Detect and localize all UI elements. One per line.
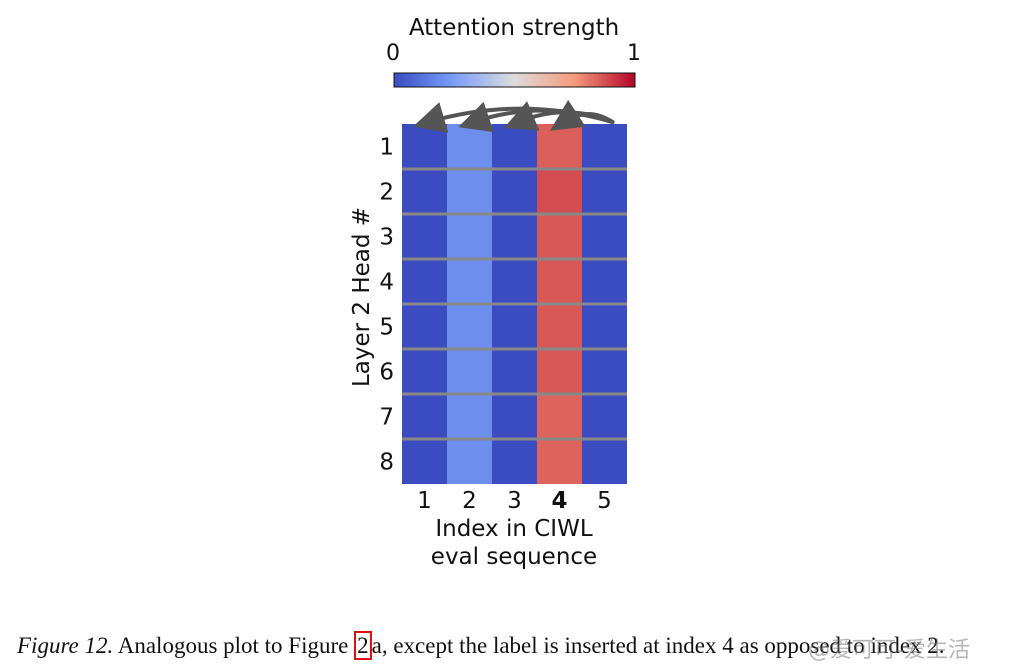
y-tick-label-7: 7: [379, 405, 394, 431]
heatmap-cell-r4-c1: [402, 259, 447, 304]
heatmap-cell-r7-c2: [447, 394, 492, 439]
heatmap-cell-r8-c4: [537, 439, 582, 484]
y-tick-labels: 1 2 3 4 5 6 7 8: [379, 135, 394, 476]
heatmap-cell-r8-c1: [402, 439, 447, 484]
heatmap-cell-r1-c1: [402, 124, 447, 169]
x-axis-label-line2: eval sequence: [431, 544, 597, 570]
attention-arrows: [413, 99, 615, 133]
x-axis-label-line1: Index in CIWL: [435, 516, 592, 542]
x-tick-labels: 1 2 3 4 5: [417, 488, 612, 514]
caption-figure-link[interactable]: 2: [354, 631, 372, 660]
x-tick-label-4: 4: [551, 488, 567, 514]
heatmap-cell-r6-c3: [492, 349, 537, 394]
colorbar: [393, 72, 636, 88]
heatmap-cell-r7-c4: [537, 394, 582, 439]
caption-text-after: a, except the label is inserted at index…: [371, 633, 945, 658]
heatmap-cell-r1-c5: [582, 124, 627, 169]
heatmap-cell-r6-c5: [582, 349, 627, 394]
heatmap-cell-r3-c2: [447, 214, 492, 259]
attention-arrow-to-4: [550, 99, 615, 131]
heatmap-cell-r4-c5: [582, 259, 627, 304]
y-tick-label-2: 2: [379, 180, 394, 206]
heatmap-cell-r4-c3: [492, 259, 537, 304]
heatmap-cell-r3-c4: [537, 214, 582, 259]
heatmap-cell-r6-c1: [402, 349, 447, 394]
caption-figure-label: Figure 12.: [17, 633, 114, 658]
y-tick-label-6: 6: [379, 360, 394, 386]
heatmap-cell-r1-c2: [447, 124, 492, 169]
row-dividers: [402, 167, 627, 441]
heatmap-cell-r6-c2: [447, 349, 492, 394]
heatmap-cell-r2-c5: [582, 169, 627, 214]
y-axis-label: Layer 2 Head #: [349, 207, 375, 387]
heatmap-cell-r5-c4: [537, 304, 582, 349]
heatmap-cells: [402, 124, 627, 484]
y-tick-label-8: 8: [379, 450, 394, 476]
watermark: @爱可可-爱生活: [808, 638, 970, 663]
caption-text-before: Analogous plot to Figure: [113, 633, 355, 658]
heatmap-cell-r5-c5: [582, 304, 627, 349]
heatmap-cell-r3-c3: [492, 214, 537, 259]
y-tick-label-1: 1: [379, 135, 394, 161]
heatmap-cell-r2-c2: [447, 169, 492, 214]
x-tick-label-2: 2: [462, 488, 477, 514]
colorbar-title: Attention strength: [409, 15, 619, 41]
y-tick-label-5: 5: [379, 315, 394, 341]
heatmap-cell-r3-c1: [402, 214, 447, 259]
y-tick-label-3: 3: [379, 225, 394, 251]
heatmap-cell-r3-c5: [582, 214, 627, 259]
heatmap-cell-r4-c2: [447, 259, 492, 304]
heatmap-cell-r8-c3: [492, 439, 537, 484]
heatmap-cell-r7-c1: [402, 394, 447, 439]
x-tick-label-1: 1: [417, 488, 432, 514]
heatmap-cell-r8-c5: [582, 439, 627, 484]
colorbar-max-label: 1: [627, 41, 641, 66]
heatmap-cell-r2-c3: [492, 169, 537, 214]
heatmap-cell-r7-c5: [582, 394, 627, 439]
heatmap-cell-r5-c1: [402, 304, 447, 349]
heatmap-cell-r1-c3: [492, 124, 537, 169]
x-tick-label-3: 3: [507, 488, 522, 514]
heatmap-cell-r2-c1: [402, 169, 447, 214]
heatmap-cell-r6-c4: [537, 349, 582, 394]
heatmap-cell-r2-c4: [537, 169, 582, 214]
heatmap-cell-r4-c4: [537, 259, 582, 304]
heatmap-cell-r1-c4: [537, 124, 582, 169]
x-tick-label-5: 5: [597, 488, 612, 514]
heatmap-cell-r7-c3: [492, 394, 537, 439]
colorbar-min-label: 0: [386, 41, 400, 66]
heatmap-cell-r5-c2: [447, 304, 492, 349]
figure-caption: Figure 12. Analogous plot to Figure 2 a, …: [17, 631, 945, 660]
y-tick-label-4: 4: [379, 270, 394, 296]
heatmap-cell-r5-c3: [492, 304, 537, 349]
heatmap-cell-r8-c2: [447, 439, 492, 484]
